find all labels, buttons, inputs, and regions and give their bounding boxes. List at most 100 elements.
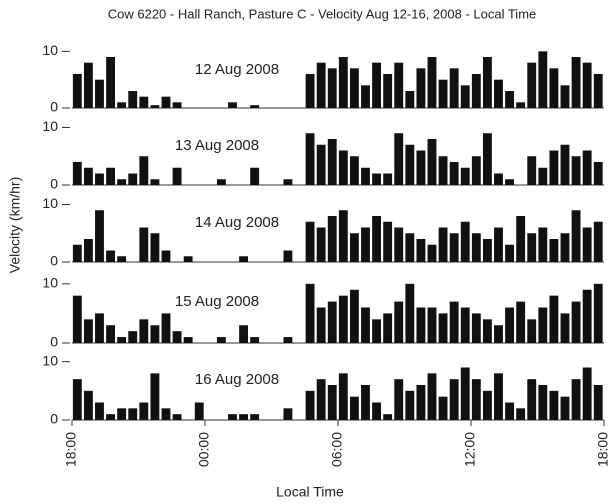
bar [593,221,603,262]
bar [316,227,326,262]
bar [394,133,404,185]
bar [83,319,93,343]
bar [172,167,182,185]
bar [593,162,603,185]
y-tick-label: 0 [50,334,58,350]
bar [494,173,503,185]
y-tick-label: 10 [42,42,58,58]
bar [482,319,492,343]
bar [150,105,160,108]
bar [361,85,370,108]
bar [316,379,326,420]
bar [482,390,492,420]
bar [549,390,559,420]
bar [394,301,404,343]
bar [305,390,315,420]
bar [372,216,382,262]
bar [139,227,149,262]
bar [139,402,149,420]
bar [106,325,116,343]
bar [571,156,581,185]
bar [505,402,515,420]
bar [560,313,570,343]
bar [95,173,104,185]
bar [83,62,93,108]
bar [527,156,537,185]
bar [283,250,293,262]
bar [128,408,138,420]
bar [571,379,581,420]
bar [361,227,370,262]
bar [83,390,93,420]
y-tick-label: 0 [50,411,58,427]
bar [427,57,437,108]
bar [161,250,171,262]
bar [471,233,481,262]
bar [117,179,127,185]
bar [582,62,592,108]
bar [228,414,237,420]
bar [405,91,415,108]
bar [361,307,370,343]
x-tick-label: 00:00 [196,432,212,467]
bar [582,227,592,262]
bar [305,283,315,343]
bar [172,102,182,108]
bar [372,319,382,343]
bar [560,233,570,262]
bar [327,301,337,343]
bar [494,227,503,262]
bar [128,91,138,108]
bar [338,210,348,262]
bar [338,373,348,420]
bar [216,179,226,185]
bar [361,167,370,185]
bar [405,390,415,420]
y-tick-label: 10 [42,195,58,211]
bar [128,331,138,343]
panel-label: 16 Aug 2008 [195,371,279,388]
bar [405,233,415,262]
bar [305,221,315,262]
bar [139,319,149,343]
bar [194,402,204,420]
bar [95,402,104,420]
bar [505,244,515,262]
bar [416,307,426,343]
panel-label: 13 Aug 2008 [175,137,259,154]
bar [305,133,315,185]
bar [250,337,260,343]
bar [327,68,337,108]
bar [505,179,515,185]
x-tick-label: 18:00 [63,432,79,467]
bar [449,301,459,343]
bar [372,173,382,185]
bar [161,313,171,343]
bar [460,167,470,185]
bar [117,256,127,262]
bar [571,57,581,108]
bar [471,379,481,420]
bar [460,307,470,343]
bar [316,307,326,343]
bar [72,244,82,262]
bar [106,250,116,262]
bar [161,408,171,420]
bar [117,408,127,420]
bar [83,239,93,262]
bar [183,256,193,262]
bar [482,239,492,262]
bar [239,325,249,343]
bar [427,139,437,185]
bar [471,313,481,343]
bar [505,307,515,343]
bar [527,319,537,343]
bar [139,156,149,185]
bar [427,307,437,343]
bar [527,379,537,420]
y-tick-label: 10 [42,275,58,291]
bar [571,301,581,343]
bar [560,144,570,185]
bar [549,295,559,343]
